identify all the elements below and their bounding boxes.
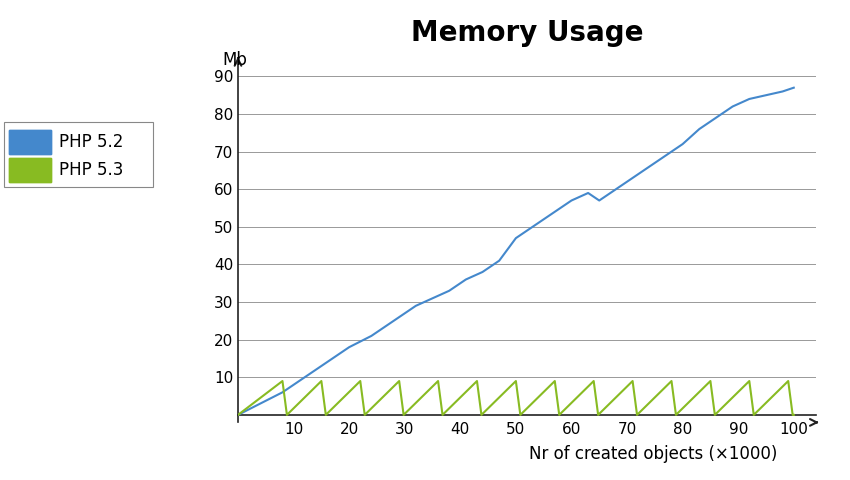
Title: Memory Usage: Memory Usage <box>411 19 643 47</box>
Text: Mb: Mb <box>223 51 247 69</box>
Text: PHP 5.3: PHP 5.3 <box>60 161 124 180</box>
Text: PHP 5.2: PHP 5.2 <box>60 132 124 151</box>
Text: Nr of created objects (×1000): Nr of created objects (×1000) <box>529 445 777 463</box>
